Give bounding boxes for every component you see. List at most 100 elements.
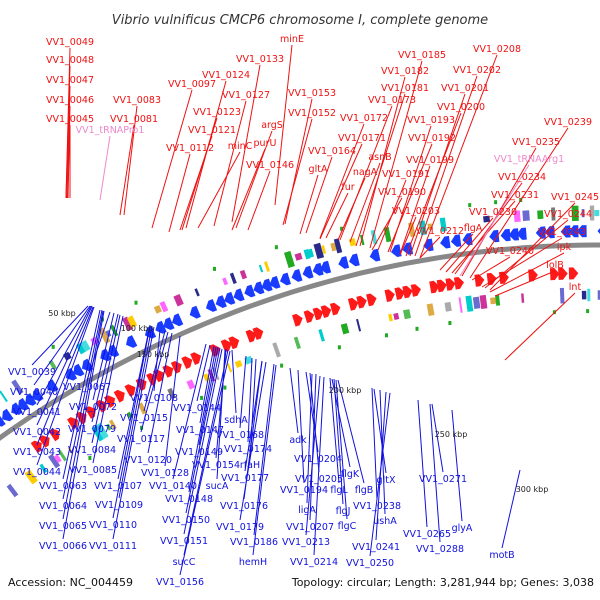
- gene-label-vv1-0179: VV1_0179: [216, 522, 264, 533]
- gene-label-fur: fur: [341, 182, 354, 193]
- leader-line: [369, 60, 423, 249]
- gene-label-vv1-0207: VV1_0207: [286, 522, 334, 533]
- forward-gene-arrow: [329, 302, 341, 316]
- gene-label-vv1-0194: VV1_0194: [280, 485, 328, 496]
- reverse-gene-arrow: [47, 379, 59, 392]
- reverse-cog-box: [594, 209, 600, 217]
- gene-label-vv1-0146: VV1_0146: [246, 160, 294, 171]
- leader-line: [66, 85, 71, 199]
- leader-line: [282, 118, 313, 226]
- leader-line: [213, 100, 247, 227]
- forward-cog-box: [53, 454, 62, 464]
- genome-backbone: [0, 242, 600, 441]
- gene-label-vv1-0176: VV1_0176: [220, 501, 268, 512]
- reverse-cog-box: [383, 226, 392, 243]
- leader-line: [123, 105, 138, 216]
- gene-label-vv1-0243: VV1_0243: [538, 227, 586, 238]
- forward-cog-box: [521, 293, 525, 303]
- gene-label-vv1-0186: VV1_0186: [230, 537, 278, 548]
- reverse-cog-box: [313, 242, 325, 260]
- label-leaders: [31, 44, 576, 576]
- forward-cog-box: [490, 297, 497, 305]
- leader-line: [62, 310, 104, 520]
- leader-line: [231, 64, 261, 223]
- reverse-gene-arrow: [25, 393, 37, 406]
- gene-label-vv1-0042: VV1_0042: [13, 427, 61, 438]
- gene-label-vv1-0066: VV1_0066: [39, 541, 87, 552]
- reverse-gene-arrow: [450, 234, 462, 247]
- gene-marker: [140, 425, 144, 430]
- reverse-cog-box: [439, 217, 447, 232]
- leader-line: [371, 197, 403, 251]
- reverse-cog-box: [75, 342, 87, 355]
- leader-line: [333, 378, 344, 505]
- leader-line: [305, 375, 321, 536]
- forward-gene-arrow: [528, 269, 538, 282]
- gene-label-vv1-0181: VV1_0181: [381, 83, 429, 94]
- gene-label-flga: flgA: [464, 223, 483, 234]
- leader-line: [414, 75, 478, 257]
- reverse-gene-arrow: [215, 295, 227, 308]
- reverse-gene-arrow: [189, 305, 201, 319]
- leader-line: [454, 182, 523, 275]
- leader-line: [36, 305, 93, 426]
- leader-line: [319, 143, 363, 240]
- gene-label-vv1-0208: VV1_0208: [473, 44, 521, 55]
- forward-cog-box: [58, 449, 68, 462]
- reverse-cog-box: [571, 205, 579, 221]
- forward-gene-arrow: [347, 297, 359, 311]
- leader-line: [339, 105, 393, 241]
- leader-line: [198, 346, 219, 446]
- reverse-gene-arrow: [244, 284, 256, 298]
- reverse-gene-arrow: [338, 256, 350, 269]
- gene-label-vv1-0203: VV1_0203: [392, 206, 440, 217]
- gene-label-vv1-0205: VV1_0205: [295, 474, 343, 485]
- gene-label-vv1-0063: VV1_0063: [39, 481, 87, 492]
- reverse-gene-arrow: [302, 265, 314, 279]
- gene-marker: [340, 226, 344, 231]
- kbp-tick-label: 250 kbp: [435, 430, 468, 439]
- reverse-cog-box: [153, 304, 163, 314]
- gene-label-ipk: ipk: [557, 242, 572, 253]
- leader-line: [140, 331, 169, 433]
- leader-line: [91, 313, 119, 423]
- gene-label-vv1-0230: VV1_0230: [469, 207, 517, 218]
- leader-line: [92, 312, 115, 401]
- gene-label-vv1-0171: VV1_0171: [338, 133, 386, 144]
- leader-line: [371, 387, 378, 500]
- forward-cog-box: [318, 329, 325, 342]
- kbp-tick-label: 150 kbp: [137, 350, 170, 359]
- leader-line: [359, 76, 406, 247]
- gene-label-vv1-0191: VV1_0191: [382, 169, 430, 180]
- leader-line: [112, 326, 155, 540]
- gene-label-flgb: flgB: [355, 485, 374, 496]
- gene-label-vv1-0123: VV1_0123: [193, 107, 241, 118]
- reverse-gene-arrow: [391, 244, 402, 257]
- reverse-gene-arrow: [269, 276, 281, 289]
- leader-line: [239, 361, 267, 521]
- forward-cog-box: [472, 296, 481, 309]
- reverse-cog-box: [263, 261, 270, 272]
- gene-label-vv1-0047: VV1_0047: [46, 75, 94, 86]
- forward-gene-arrow: [436, 279, 447, 293]
- forward-cog-box: [226, 363, 233, 373]
- leader-line: [252, 364, 277, 556]
- leader-line: [112, 325, 151, 519]
- gene-label-flgl: flgL: [330, 485, 348, 496]
- leader-line: [62, 309, 101, 480]
- reverse-cog-box: [283, 250, 295, 268]
- reverse-gene-arrow: [261, 278, 273, 292]
- leader-line: [305, 156, 333, 234]
- reverse-cog-box: [258, 264, 264, 273]
- accession-text: Accession: NC_004459: [8, 576, 133, 589]
- leader-line: [429, 403, 441, 543]
- gene-marker: [134, 300, 138, 305]
- leader-line: [387, 143, 433, 253]
- reverse-cog-box: [229, 272, 237, 285]
- gene-label-vv1-0192: VV1_0192: [408, 133, 456, 144]
- forward-gene-arrow: [124, 384, 136, 397]
- reverse-gene-arrow: [489, 229, 500, 243]
- forward-gene-arrow: [245, 329, 257, 343]
- gene-label-vv1-0202: VV1_0202: [453, 65, 501, 76]
- gene-label-vv1-0172: VV1_0172: [340, 113, 388, 124]
